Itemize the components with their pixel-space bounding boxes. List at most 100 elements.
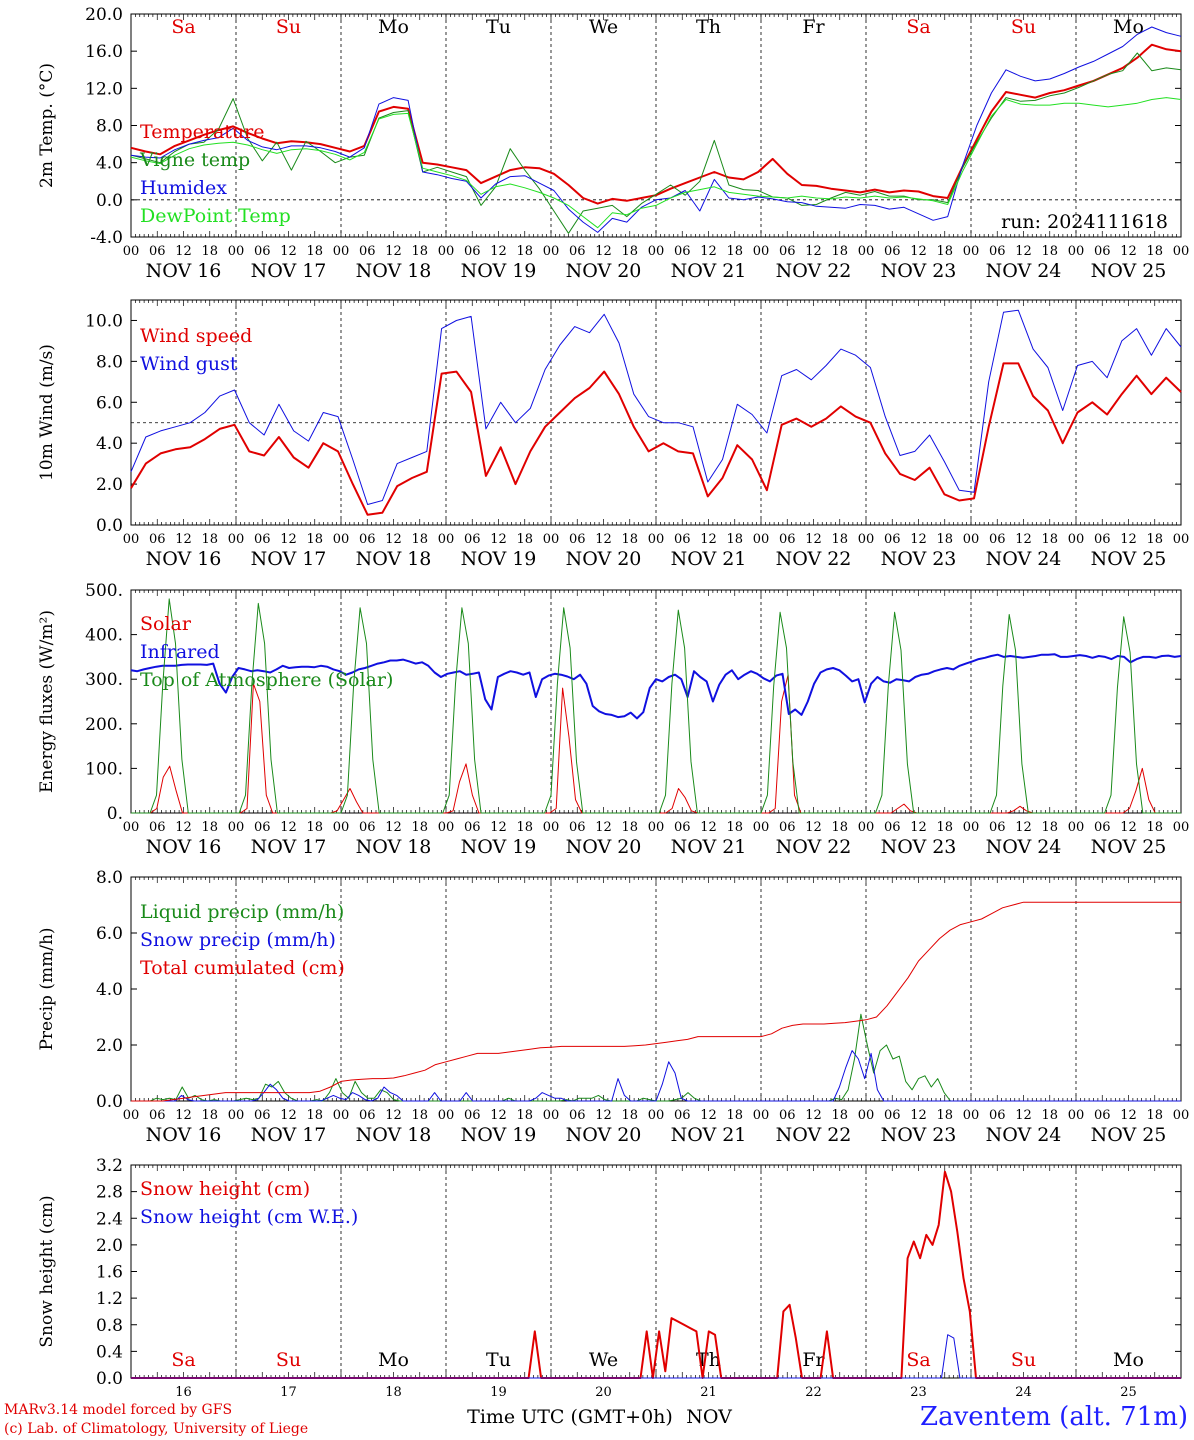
panel-2: 0.0 2.0 4.0 6.0 8.0 10.0 10m Wind (m/s) 00 06 12 1… [37,299,1189,570]
y-tick-label: 0.0 [96,516,123,536]
y-tick-label: 2.0 [96,475,123,495]
hour-label: 06 [569,1108,586,1123]
hour-label: 18 [201,532,218,547]
date-label: 16 [175,1385,192,1400]
date-label: NOV 18 [356,260,432,282]
date-label: NOV 18 [356,548,432,570]
hour-label: 06 [989,1108,1006,1123]
legend-entry: Snow height (cm) [140,1178,310,1200]
hour-label: 18 [1041,1108,1058,1123]
y-tick-label: 1.6 [96,1263,123,1283]
hour-label: 06 [464,820,481,835]
hour-label: 12 [490,820,507,835]
hour-label: 12 [1015,1108,1032,1123]
hour-label: 06 [1094,820,1111,835]
weekday-label: Mo [378,16,409,38]
y-tick-label: 20.0 [85,5,123,25]
hour-label: 18 [411,820,428,835]
hour-label: 06 [149,1108,166,1123]
hour-label: 00 [753,820,770,835]
hour-label: 00 [1068,1108,1085,1123]
hour-label: 00 [753,532,770,547]
weekday-label: Mo [1113,16,1144,38]
hour-label: 18 [726,532,743,547]
date-label: NOV 24 [986,260,1062,282]
hour-label: 12 [280,820,297,835]
hour-label: 12 [1120,244,1137,259]
date-label: 20 [595,1385,612,1400]
hour-label: 06 [779,1108,796,1123]
hour-label: 06 [149,532,166,547]
hour-label: 00 [228,244,245,259]
hour-label: 06 [674,820,691,835]
hour-label: 00 [753,244,770,259]
hour-label: 00 [1068,532,1085,547]
date-label: NOV 22 [776,548,852,570]
hour-label: 12 [595,1108,612,1123]
hour-label: 12 [700,1108,717,1123]
y-tick-label: 2.0 [96,1036,123,1056]
hour-label: 00 [963,820,980,835]
hour-label: 00 [963,1108,980,1123]
hour-label: 18 [1146,244,1163,259]
hour-label: 12 [385,820,402,835]
hour-label: 18 [1041,244,1058,259]
hour-label: 18 [621,532,638,547]
hour-label: 06 [254,1108,271,1123]
hour-label: 18 [516,820,533,835]
lab-credit: (c) Lab. of Climatology, University of L… [4,1421,309,1437]
hour-label: 12 [175,532,192,547]
y-axis-label: Energy fluxes (W/m²) [37,610,57,793]
date-label: NOV 16 [146,836,222,858]
date-label: NOV 24 [986,836,1062,858]
series-line-total-cumulated-cm [131,901,1181,1102]
weekday-label: We [589,16,618,38]
hour-label: 18 [1041,820,1058,835]
hour-label: 06 [989,820,1006,835]
hour-label: 00 [648,532,665,547]
hour-label: 12 [595,244,612,259]
y-axis-label: 10m Wind (m/s) [37,344,57,481]
hour-label: 18 [1041,532,1058,547]
hour-label: 18 [831,532,848,547]
date-label: NOV 18 [356,836,432,858]
hour-label: 00 [123,820,140,835]
hour-label: 12 [595,820,612,835]
hour-label: 12 [805,820,822,835]
hour-label: 18 [201,1108,218,1123]
hour-label: 12 [175,1108,192,1123]
hour-label: 18 [516,244,533,259]
legend-entry: Snow height (cm W.E.) [140,1206,358,1228]
hour-label: 00 [228,1108,245,1123]
hour-label: 12 [805,244,822,259]
hour-label: 12 [1120,1108,1137,1123]
date-label: NOV 20 [566,1124,642,1146]
hour-label: 00 [1068,820,1085,835]
hour-label: 12 [805,1108,822,1123]
hour-label: 06 [779,244,796,259]
weekday-label: Th [696,1349,721,1371]
y-tick-label: -4.0 [90,228,123,248]
hour-label: 00 [333,1108,350,1123]
y-tick-label: 2.4 [96,1209,123,1229]
date-label: NOV 20 [566,548,642,570]
hour-label: 06 [884,1108,901,1123]
y-axis-label: Snow height (cm) [37,1195,57,1347]
x-axis-month: NOV [686,1406,732,1428]
hour-label: 12 [385,1108,402,1123]
date-label: 22 [805,1385,822,1400]
hour-label: 18 [621,820,638,835]
hour-label: 18 [306,244,323,259]
hour-label: 00 [858,244,875,259]
series-line-solar [131,674,1181,814]
hour-label: 18 [306,532,323,547]
y-tick-label: 4.0 [96,434,123,454]
hour-label: 00 [123,1108,140,1123]
hour-label: 18 [936,244,953,259]
hour-label: 00 [438,1108,455,1123]
hour-label: 06 [569,820,586,835]
date-label: 19 [490,1385,507,1400]
date-label: NOV 25 [1091,836,1167,858]
date-label: NOV 17 [251,836,327,858]
hour-label: 06 [569,244,586,259]
